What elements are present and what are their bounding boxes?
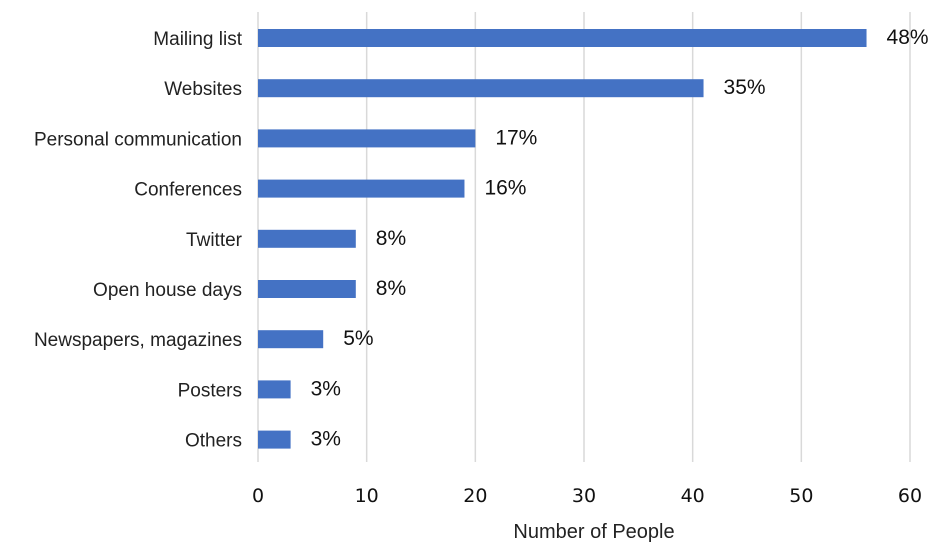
x-tick-label: 50 [789, 485, 813, 507]
bar [258, 330, 324, 349]
bar [258, 179, 465, 198]
bar [258, 380, 291, 399]
data-label: 3% [311, 377, 341, 400]
data-label: 3% [311, 428, 341, 451]
category-label: Conferences [134, 180, 242, 201]
x-axis-title: Number of People [513, 521, 674, 543]
data-label: 5% [343, 327, 373, 350]
category-label: Twitter [186, 230, 243, 251]
data-label: 17% [495, 126, 537, 149]
category-label: Others [185, 431, 242, 452]
bar [258, 430, 291, 449]
bar [258, 229, 356, 248]
x-tick-label: 0 [252, 485, 264, 507]
x-axis-ticks: 0 10 20 30 40 50 60 [252, 485, 922, 507]
category-label: Mailing list [153, 29, 242, 50]
data-label: 8% [376, 227, 406, 250]
category-labels: Mailing list Websites Personal communicati… [34, 29, 243, 452]
category-label: Open house days [93, 280, 242, 301]
category-label: Websites [164, 79, 242, 100]
x-tick-label: 10 [355, 485, 379, 507]
bars [258, 29, 867, 449]
category-label: Newspapers, magazines [34, 330, 242, 351]
bar [258, 79, 704, 98]
x-tick-label: 60 [898, 485, 922, 507]
data-label: 16% [484, 177, 526, 200]
x-tick-label: 20 [463, 485, 487, 507]
bar [258, 129, 476, 148]
bar [258, 280, 356, 298]
data-label: 48% [887, 26, 929, 49]
x-tick-label: 30 [572, 485, 596, 507]
category-label: Personal communication [34, 129, 242, 150]
data-label: 35% [724, 76, 766, 99]
data-labels: 48% 35% 17% 16% 8% 8% 5% 3% 3% [311, 26, 929, 451]
data-label: 8% [376, 277, 406, 300]
bar [258, 29, 867, 47]
x-tick-label: 40 [681, 485, 705, 507]
category-label: Posters [178, 380, 242, 401]
